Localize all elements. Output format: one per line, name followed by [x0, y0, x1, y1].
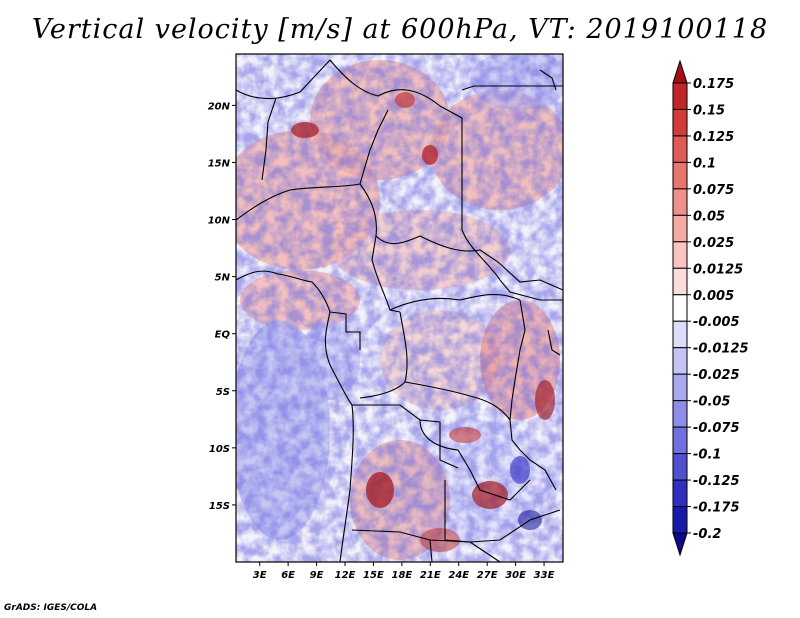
colorbar-swatch	[672, 400, 688, 428]
lon-tick-label: 9E	[310, 570, 324, 581]
colorbar-swatch	[672, 373, 688, 402]
lat-tick-label: 10N	[208, 216, 231, 227]
colorbar-swatch	[672, 188, 688, 216]
colorbar-swatch	[672, 82, 688, 110]
lat-tick-label: 15N	[208, 158, 231, 169]
colorbar-swatch	[672, 453, 688, 481]
colorbar-swatch	[672, 241, 688, 269]
colorbar-label: -0.175	[693, 501, 740, 516]
colorbar-swatch	[672, 161, 688, 190]
colorbar-label: -0.025	[693, 368, 740, 383]
colorbar-bottom-arrow	[672, 532, 688, 557]
colorbar-label: 0.125	[693, 130, 734, 145]
colorbar-swatch	[672, 294, 688, 322]
lon-tick-label: 33E	[534, 570, 555, 581]
lat-tick-label: 20N	[208, 101, 231, 112]
colorbar-label: 0.005	[693, 289, 734, 304]
colorbar-swatch	[672, 267, 688, 296]
colorbar: 0.175 0.15 0.125 0.1 0.075 0.05 0.025 0.0125 0.0…	[672, 59, 749, 557]
country-borders	[235, 59, 564, 563]
colorbar-label: 0.05	[693, 209, 725, 224]
colorbar-top-arrow	[672, 59, 688, 84]
lon-tick-label: 27E	[477, 570, 498, 581]
vertical-velocity-field	[236, 54, 563, 562]
colorbar-swatch	[672, 479, 688, 508]
colorbar-label: -0.005	[693, 315, 740, 330]
colorbar-swatch	[672, 506, 688, 534]
lat-tick-label: EQ	[215, 330, 231, 341]
colorbar-label: -0.125	[693, 474, 740, 489]
colorbar-label: 0.175	[693, 77, 734, 92]
lon-tick-label: 3E	[253, 570, 267, 581]
colorbar-label: 0.1	[693, 156, 716, 171]
lon-tick-label: 30E	[505, 570, 526, 581]
grads-credit: GrADS: IGES/COLA	[4, 603, 98, 613]
colorbar-swatch	[672, 320, 688, 349]
colorbar-label: -0.2	[693, 527, 721, 542]
colorbar-swatch	[672, 214, 688, 243]
colorbar-swatch	[672, 135, 688, 163]
lat-tick-label: 10S	[209, 444, 230, 455]
colorbar-label: 0.0125	[693, 262, 743, 277]
colorbar-label: 0.15	[693, 103, 725, 118]
lon-tick-label: 21E	[420, 570, 441, 581]
lon-tick-label: 24E	[448, 570, 469, 581]
lon-tick-label: 15E	[363, 570, 384, 581]
colorbar-label: -0.05	[693, 395, 730, 410]
lon-tick-label: 12E	[335, 570, 356, 581]
lat-tick-label: 5N	[215, 273, 231, 284]
colorbar-label: -0.1	[693, 448, 721, 463]
colorbar-label: 0.075	[693, 183, 734, 198]
colorbar-swatch	[672, 347, 688, 375]
chart-title: Vertical velocity [m/s] at 600hPa, VT: 2…	[31, 14, 769, 45]
colorbar-label: -0.0125	[693, 342, 749, 357]
plot-frame	[235, 53, 564, 563]
map-axes: 20N 15N 10N 5N EQ 5S 10S 15S 3E 6E 9E 12E 15E 18E 21E 2…	[208, 101, 555, 581]
lon-tick-label: 6E	[281, 570, 295, 581]
colorbar-swatch	[672, 426, 688, 455]
lat-tick-label: 15S	[209, 501, 230, 512]
lon-tick-label: 18E	[391, 570, 412, 581]
colorbar-label: -0.075	[693, 421, 740, 436]
colorbar-swatch	[672, 108, 688, 137]
lat-tick-label: 5S	[216, 387, 230, 398]
colorbar-label: 0.025	[693, 236, 734, 251]
